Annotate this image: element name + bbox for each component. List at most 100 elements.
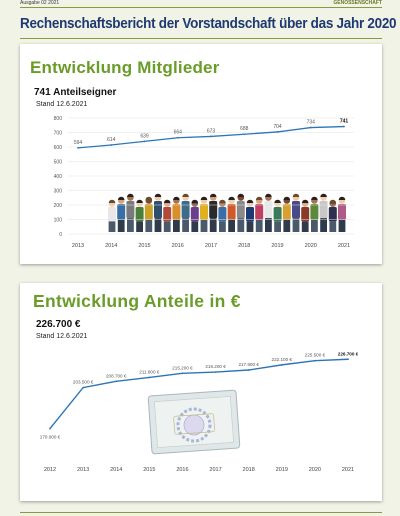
person-figure (172, 196, 181, 232)
data-point (280, 363, 283, 366)
x-tick-label: 2018 (243, 467, 255, 473)
data-point (143, 140, 146, 143)
data-point (210, 135, 212, 138)
members-line-chart: 0 100 200 300 400 500 600 700 800 2013 2014 2015 201… (54, 116, 354, 249)
page-title: Rechenschaftsbericht der Vorstandschaft … (20, 16, 397, 32)
person-figure (227, 196, 236, 232)
x-tick-label: 2016 (176, 467, 188, 473)
person-figure (117, 196, 126, 232)
x-tick-label: 2016 (172, 243, 184, 249)
y-tick-label: 0 (59, 232, 62, 238)
data-point (148, 376, 151, 379)
x-tick-label: 2015 (143, 467, 155, 473)
data-label: 688 (240, 126, 249, 132)
header-divider (20, 7, 382, 8)
person-figure (126, 193, 135, 232)
x-tick-label: 2020 (309, 467, 321, 473)
data-label: 614 (107, 137, 116, 143)
person-figure (319, 193, 328, 232)
person-figure (144, 196, 153, 232)
data-point (110, 144, 113, 146)
person-figure (328, 199, 337, 232)
data-point (247, 369, 250, 371)
data-label: 208.700 € (106, 373, 127, 378)
brand-label: GENOSSENSCHAFT (333, 0, 382, 6)
person-figure (190, 199, 199, 232)
person-figure (108, 199, 116, 232)
x-tick-label: 2019 (271, 243, 283, 249)
members-headline-value: 741 Anteilseigner (34, 87, 117, 98)
data-label: 225.500 € (305, 353, 326, 358)
person-figure (154, 193, 162, 232)
y-tick-label: 300 (54, 189, 63, 195)
data-label: 664 (174, 130, 183, 136)
data-point (115, 380, 118, 383)
person-figure (310, 196, 319, 232)
data-point (214, 371, 217, 373)
y-tick-label: 800 (54, 116, 63, 122)
members-chart-panel: Entwicklung Mitglieder 741 Anteilseigner… (20, 44, 382, 264)
person-figure (255, 196, 264, 232)
data-point (243, 133, 246, 136)
data-label: 170.000 € (40, 435, 61, 440)
x-tick-label: 2021 (338, 243, 350, 249)
shares-series-line (49, 358, 349, 429)
certificate-part (176, 407, 212, 443)
certificate-part (183, 414, 205, 436)
people-illustration (108, 193, 346, 232)
title-divider (20, 38, 382, 39)
data-point (347, 358, 349, 361)
x-tick-label: 2014 (110, 467, 122, 473)
x-tick-label: 2020 (305, 243, 317, 249)
members-date-note: Stand 12.6.2021 (36, 101, 88, 108)
person-figure (209, 193, 218, 232)
person-figure (163, 199, 172, 232)
shares-date-note: Stand 12.6.2021 (36, 333, 88, 340)
data-point (276, 131, 279, 133)
data-label: 639 (140, 133, 149, 139)
data-point (77, 146, 79, 149)
person-figure (282, 196, 291, 232)
share-certificate-image (147, 389, 241, 455)
x-tick-label: 2017 (205, 243, 217, 249)
person-figure (246, 199, 254, 232)
x-tick-label: 2012 (44, 467, 56, 473)
data-label: 211.800 € (139, 369, 160, 374)
person-figure (264, 193, 273, 232)
person-figure (273, 199, 282, 232)
x-tick-label: 2021 (342, 467, 354, 473)
x-tick-label: 2018 (238, 243, 250, 249)
data-label: 704 (273, 124, 282, 130)
data-point (181, 372, 184, 375)
data-label: 741 (340, 119, 349, 125)
data-label: 216.200 € (205, 364, 226, 369)
y-tick-label: 600 (54, 145, 63, 151)
y-tick-label: 500 (54, 160, 63, 166)
data-label: 222.100 € (272, 357, 293, 362)
data-point (82, 386, 85, 389)
data-point (49, 427, 51, 430)
person-figure (135, 199, 144, 232)
data-point (313, 359, 316, 362)
data-point (309, 126, 312, 129)
footer-divider (20, 512, 382, 513)
certificate-part (173, 413, 215, 435)
person-figure (218, 199, 227, 232)
data-label: 217.900 € (238, 362, 259, 367)
data-label: 594 (74, 140, 83, 146)
x-tick-label: 2019 (276, 467, 288, 473)
data-label: 203.500 € (73, 380, 94, 385)
data-label: 215.200 € (172, 365, 193, 370)
data-point (343, 125, 345, 128)
person-figure (236, 193, 245, 232)
y-tick-label: 400 (54, 174, 63, 180)
data-point (176, 136, 179, 139)
x-tick-label: 2014 (105, 243, 117, 249)
data-label: 734 (307, 120, 316, 126)
x-tick-label: 2017 (209, 467, 221, 473)
x-tick-label: 2015 (138, 243, 150, 249)
x-tick-label: 2013 (77, 467, 89, 473)
y-tick-label: 100 (54, 218, 63, 224)
data-label: 226.700 € (338, 351, 359, 356)
data-label: 673 (207, 128, 216, 134)
